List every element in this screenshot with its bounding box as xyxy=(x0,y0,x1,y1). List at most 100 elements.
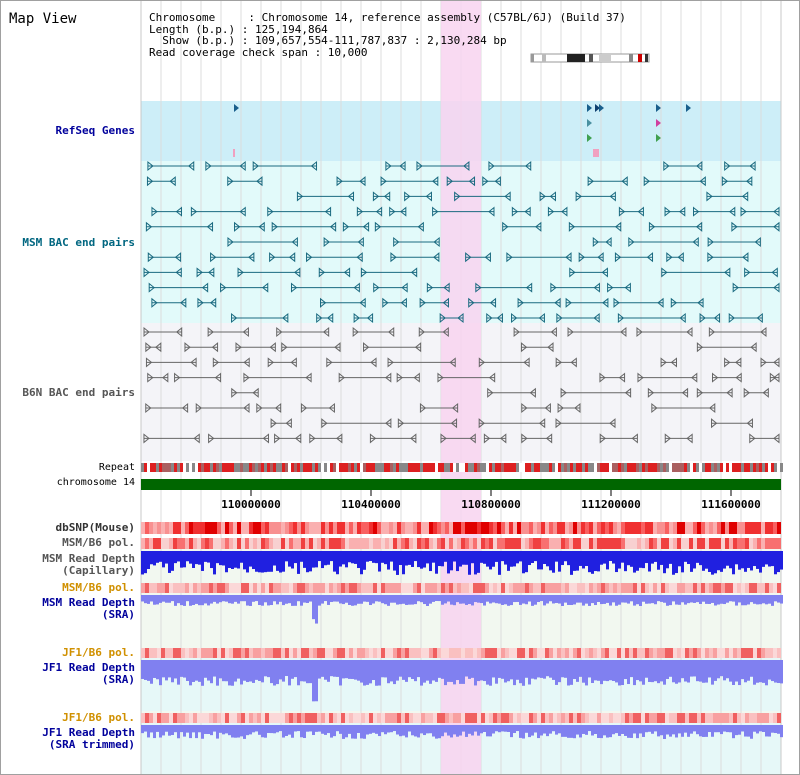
ideogram-band xyxy=(531,54,534,62)
repeat-block xyxy=(264,463,267,472)
b6n-bac-pair-end xyxy=(696,387,704,398)
msm-depth-capillary-bar xyxy=(663,551,666,574)
track-label-jf1-b6-pol[interactable]: JF1/B6 pol. xyxy=(62,646,135,659)
msm-depth-capillary-bar xyxy=(615,551,618,573)
track-label-msm-b6-pol[interactable]: MSM/B6 pol. xyxy=(62,536,135,549)
jf1-pol-stripe xyxy=(677,648,681,658)
jf1-pol2-stripe xyxy=(205,713,209,723)
msm-depth-sra-bar xyxy=(501,595,504,605)
msm-depth-sra-bar xyxy=(255,595,258,602)
jf1-depth-trimmed-bar xyxy=(306,725,309,732)
track-label-msm-depth-capillary[interactable]: MSM Read Depth (Capillary) xyxy=(42,552,135,577)
msm-depth-capillary-bar xyxy=(711,551,714,575)
track-label-jf1-depth-trimmed[interactable]: JF1 Read Depth (SRA trimmed) xyxy=(42,726,135,751)
jf1-depth-trimmed-bar xyxy=(735,725,738,736)
track-label-dbsnp[interactable]: dbSNP(Mouse) xyxy=(55,521,135,534)
msm-pol2-stripe xyxy=(181,583,185,593)
axis-tick-label: 110800000 xyxy=(461,498,521,511)
msm-pol2-stripe xyxy=(561,583,565,593)
msm-pol2-stripe xyxy=(653,583,657,593)
jf1-depth-trimmed-bar xyxy=(642,725,645,737)
msm-depth-sra-bar xyxy=(159,595,162,603)
msm-pol2-stripe xyxy=(577,583,581,593)
repeat-block xyxy=(483,463,486,472)
track-label-msm-b6-pol-2[interactable]: MSM/B6 pol. xyxy=(62,581,135,594)
msm-depth-sra-bar xyxy=(249,595,252,606)
repeat-block xyxy=(762,463,765,472)
track-label-msm-depth-sra[interactable]: MSM Read Depth (SRA) xyxy=(42,596,135,621)
msm-depth-sra-bar xyxy=(324,595,327,602)
msm-depth-sra-bar xyxy=(153,595,156,605)
jf1-depth-trimmed-bar xyxy=(330,725,333,738)
jf1-depth-trimmed-bar xyxy=(366,725,369,735)
track-label-jf1-depth-sra[interactable]: JF1 Read Depth (SRA) xyxy=(42,661,135,686)
jf1-pol2-stripe xyxy=(709,713,713,723)
jf1-depth-trimmed-bar xyxy=(522,725,525,739)
b6n-bac-pair-end xyxy=(708,402,716,414)
jf1-depth-trimmed-bar xyxy=(543,725,546,734)
jf1-depth-trimmed-bar xyxy=(228,725,231,736)
repeat-block xyxy=(300,463,303,472)
jf1-depth-trimmed-bar xyxy=(162,725,165,736)
msm-depth-sra-bar xyxy=(579,595,582,603)
track-label-msm-bac[interactable]: MSM BAC end pairs xyxy=(22,236,135,249)
jf1-pol2-stripe xyxy=(601,713,605,723)
msm-pol-stripe xyxy=(381,538,385,549)
msm-pol-stripe xyxy=(493,538,497,549)
msm-depth-capillary-bar xyxy=(594,551,597,572)
msm-depth-capillary-bar xyxy=(141,551,144,575)
jf1-pol-stripe xyxy=(453,648,457,658)
msm-pol-stripe xyxy=(525,538,529,549)
b6n-bac-pair-end xyxy=(500,433,507,444)
repeat-block xyxy=(669,463,672,472)
b6n-bac-pair-end xyxy=(560,387,567,398)
coverage-span-info: Read coverage check span : 10,000 xyxy=(149,45,368,59)
b6n-bac-pair-end xyxy=(555,418,562,429)
jf1-depth-trimmed-bar xyxy=(495,725,498,732)
msm-depth-capillary-bar xyxy=(753,551,756,567)
jf1-depth-sra-bar xyxy=(147,660,150,681)
repeat-block xyxy=(651,463,654,472)
repeat-block xyxy=(435,463,438,472)
jf1-pol2-stripe xyxy=(325,713,329,723)
jf1-depth-sra-bar xyxy=(144,660,147,680)
jf1-depth-trimmed-bar xyxy=(705,725,708,737)
track-label-b6n-bac[interactable]: B6N BAC end pairs xyxy=(22,386,135,399)
msm-pol-stripe xyxy=(153,538,157,549)
msm-pol2-stripe xyxy=(153,583,157,593)
msm-bac-pair-end xyxy=(442,297,449,308)
jf1-depth-sra-bar xyxy=(537,660,540,678)
ideogram-band xyxy=(638,54,642,62)
msm-pol2-stripe xyxy=(321,583,325,593)
msm-pol-stripe xyxy=(565,538,569,549)
msm-pol-stripe xyxy=(445,538,449,549)
msm-depth-capillary-bar xyxy=(495,551,498,562)
b6n-bac-pair-end xyxy=(487,387,494,398)
msm-depth-sra-bar xyxy=(381,595,384,604)
jf1-pol-stripe xyxy=(145,648,149,658)
jf1-pol2-stripe xyxy=(645,713,649,723)
msm-bac-pair-end xyxy=(410,267,418,278)
gene-marker xyxy=(656,119,661,127)
msm-pol-stripe xyxy=(173,538,177,549)
repeat-block xyxy=(429,463,432,472)
jf1-depth-sra-bar xyxy=(240,660,243,685)
track-label-jf1-b6-pol-2[interactable]: JF1/B6 pol. xyxy=(62,711,135,724)
jf1-pol-stripe xyxy=(569,648,573,658)
repeat-block xyxy=(741,463,744,472)
track-label-refseq[interactable]: RefSeq Genes xyxy=(55,124,135,137)
b6n-bac-pair-end xyxy=(544,402,551,414)
msm-bac-pair-end xyxy=(613,297,620,308)
repeat-block xyxy=(351,463,354,472)
msm-depth-sra-bar xyxy=(624,595,627,603)
msm-depth-sra-bar xyxy=(543,595,546,606)
jf1-depth-trimmed-bar xyxy=(627,725,630,738)
msm-pol2-stripe xyxy=(417,583,421,593)
msm-pol2-stripe xyxy=(353,583,357,593)
msm-bac-pair-end xyxy=(468,297,475,308)
jf1-pol-stripe xyxy=(561,648,565,658)
jf1-pol-stripe xyxy=(757,648,761,658)
b6n-bac-pair-end xyxy=(174,372,181,383)
gene-marker xyxy=(587,134,592,142)
repeat-block xyxy=(675,463,678,472)
